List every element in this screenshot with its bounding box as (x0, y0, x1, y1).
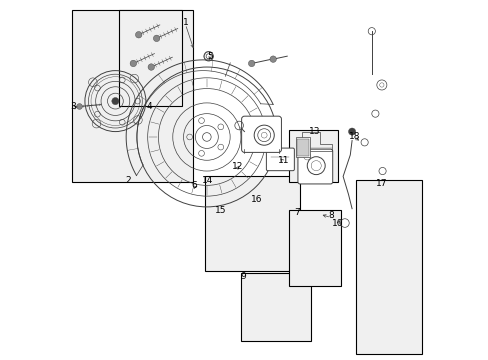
Circle shape (77, 104, 82, 109)
Bar (289, 211, 341, 286)
Text: 4: 4 (146, 102, 152, 111)
Bar (297, 139, 308, 156)
Bar (355, 180, 421, 354)
Circle shape (262, 134, 267, 140)
Bar (241, 273, 310, 341)
FancyBboxPatch shape (297, 149, 332, 184)
Text: 11: 11 (278, 156, 289, 165)
Text: 3: 3 (70, 102, 76, 111)
Circle shape (348, 128, 355, 135)
Text: 9: 9 (240, 272, 246, 281)
Text: 15: 15 (215, 206, 226, 215)
Bar (72, 10, 192, 182)
Bar (119, 10, 182, 107)
Text: 18: 18 (348, 132, 360, 141)
Circle shape (135, 32, 142, 38)
Text: 17: 17 (375, 179, 386, 188)
Text: 12: 12 (231, 162, 243, 171)
Text: 7: 7 (294, 208, 300, 217)
Text: 14: 14 (202, 176, 213, 185)
Text: 6: 6 (191, 181, 197, 190)
Text: 8: 8 (328, 211, 333, 220)
Bar (289, 130, 337, 182)
Circle shape (248, 60, 254, 67)
Circle shape (153, 35, 160, 41)
Text: 10: 10 (331, 219, 343, 228)
FancyBboxPatch shape (241, 116, 281, 152)
Text: 5: 5 (207, 52, 213, 61)
Bar (204, 176, 300, 271)
FancyBboxPatch shape (266, 148, 294, 171)
Text: 2: 2 (125, 176, 130, 185)
Circle shape (112, 98, 119, 105)
Circle shape (269, 56, 276, 62)
Text: 1: 1 (182, 18, 188, 27)
Circle shape (130, 60, 136, 67)
Bar (296, 137, 309, 157)
Text: 16: 16 (251, 195, 262, 204)
Text: 13: 13 (309, 127, 320, 136)
Circle shape (148, 64, 154, 70)
